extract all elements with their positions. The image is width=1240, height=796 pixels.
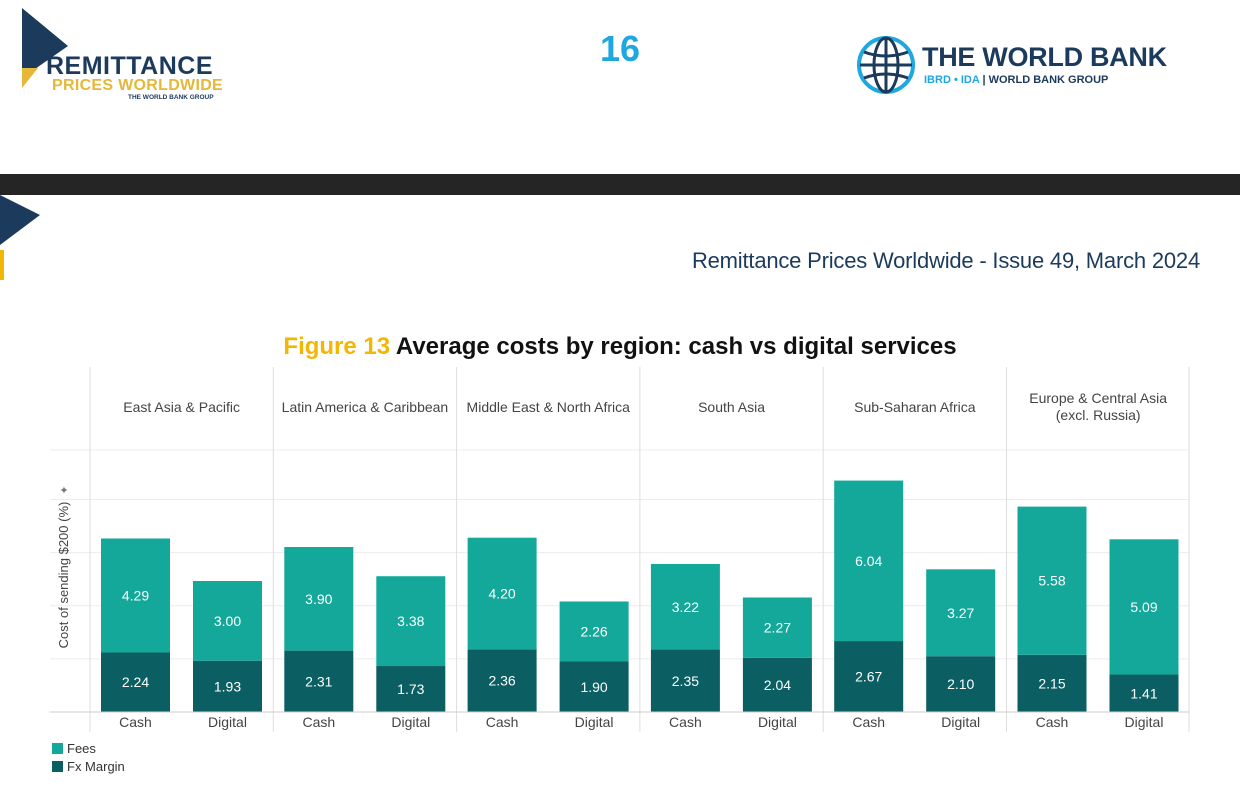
bar-fx-margin-1-1	[376, 666, 446, 712]
label-fees-2-0: 4.20	[488, 585, 515, 601]
label-fx-margin-0-1: 1.93	[214, 678, 241, 694]
panel-label-1-0: Latin America & Caribbean	[282, 399, 449, 415]
bar-fees-0-0	[101, 538, 170, 653]
bar-fees-1-1	[376, 576, 446, 667]
bar-fx-margin-1-0	[284, 650, 354, 712]
label-fees-4-1: 3.27	[947, 605, 974, 621]
label-fx-margin-4-0: 2.67	[855, 669, 882, 685]
category-label-4-0: Cash	[852, 714, 885, 730]
bar-fees-4-0	[834, 480, 904, 642]
label-fees-3-0: 3.22	[672, 599, 699, 615]
header-divider-band	[0, 174, 1240, 195]
bar-fx-margin-3-0	[650, 649, 720, 712]
bar-fx-margin-2-0	[467, 649, 537, 712]
panel-label-3-0: South Asia	[698, 399, 765, 415]
bar-fees-3-0	[650, 564, 720, 650]
label-fx-margin-5-0: 2.15	[1038, 675, 1065, 691]
category-label-5-1: Digital	[1125, 714, 1164, 730]
category-label-1-1: Digital	[391, 714, 430, 730]
globe-icon	[857, 36, 915, 94]
label-fx-margin-1-1: 1.73	[397, 681, 424, 697]
ibrd-ida-text: IBRD • IDA	[924, 74, 980, 86]
legend-label-fees: Fees	[67, 740, 96, 756]
label-fees-3-1: 2.27	[764, 620, 791, 636]
label-fx-margin-1-0: 2.31	[305, 673, 332, 689]
cost-by-region-chart: East Asia & Pacific 2.24 4.29 Cash 1.93 3.00 D…	[50, 367, 1190, 732]
legend-swatch-fees	[52, 742, 63, 754]
figure-title: Figure 13 Average costs by region: cash …	[0, 333, 1240, 361]
issue-line: Remittance Prices Worldwide - Issue 49, …	[691, 248, 1200, 273]
page-number: 16	[599, 28, 641, 69]
bar-fees-2-0	[467, 537, 537, 650]
world-bank-subtitle: IBRD • IDA | WORLD BANK GROUP	[924, 74, 1108, 86]
category-label-4-1: Digital	[941, 714, 980, 730]
world-bank-title: THE WORLD BANK	[922, 42, 1167, 72]
logo-line-remittance: REMITTANCE	[46, 52, 214, 80]
label-fx-margin-4-1: 2.10	[947, 676, 974, 692]
bar-fx-margin-0-0	[101, 652, 170, 712]
legend-swatch-fx-margin	[52, 760, 63, 772]
pin-icon: ✦	[58, 485, 71, 494]
bar-fees-3-1	[742, 597, 812, 658]
figure-number: Figure 13	[283, 333, 391, 360]
bar-fees-2-1	[559, 601, 629, 662]
category-label-0-0: Cash	[119, 714, 152, 730]
label-fx-margin-3-1: 2.04	[764, 677, 791, 693]
bar-fx-margin-5-1	[1109, 674, 1179, 712]
label-fees-5-1: 5.09	[1130, 599, 1157, 615]
label-fees-0-1: 3.00	[214, 613, 241, 629]
category-label-1-0: Cash	[302, 714, 335, 730]
category-label-5-0: Cash	[1036, 714, 1069, 730]
bar-fees-1-0	[284, 547, 354, 651]
bar-fees-4-1	[926, 569, 996, 657]
figure-caption: Average costs by region: cash vs digital…	[395, 333, 957, 360]
legend-label-fx-margin: Fx Margin	[67, 758, 125, 774]
panel-label-5-1: (excl. Russia)	[1056, 407, 1141, 423]
label-fx-margin-2-1: 1.90	[580, 679, 607, 695]
legend-item-fees: Fees	[52, 739, 125, 757]
label-fees-0-0: 4.29	[122, 587, 149, 603]
category-label-2-1: Digital	[575, 714, 614, 730]
chart-legend: Fees Fx Margin	[52, 739, 125, 775]
label-fx-margin-0-0: 2.24	[122, 674, 149, 690]
label-fx-margin-2-0: 2.36	[488, 673, 515, 689]
label-fx-margin-3-0: 2.35	[672, 673, 699, 689]
panel-label-0-0: East Asia & Pacific	[123, 399, 240, 415]
bar-fx-margin-4-0	[834, 641, 904, 712]
label-fx-margin-5-1: 1.41	[1130, 685, 1157, 701]
y-axis-label: Cost of sending $200 (%)	[56, 502, 71, 649]
label-fees-4-0: 6.04	[855, 553, 882, 569]
label-fees-1-1: 3.38	[397, 613, 424, 629]
subtitle-separator: |	[979, 74, 989, 86]
bar-fx-margin-5-0	[1017, 654, 1087, 712]
world-bank-logo: THE WORLD BANK IBRD • IDA | WORLD BANK G…	[856, 34, 1176, 98]
category-label-0-1: Digital	[208, 714, 247, 730]
category-label-3-1: Digital	[758, 714, 797, 730]
logo-chevron-icon	[22, 8, 68, 88]
bar-fx-margin-3-1	[742, 657, 812, 712]
bar-fx-margin-2-1	[559, 661, 629, 712]
bar-fees-5-0	[1017, 506, 1087, 655]
category-label-2-0: Cash	[486, 714, 519, 730]
logo-line-world-bank-group: THE WORLD BANK GROUP	[128, 94, 214, 101]
category-label-3-0: Cash	[669, 714, 702, 730]
world-bank-group-text: WORLD BANK GROUP	[988, 74, 1109, 86]
label-fees-5-0: 5.58	[1038, 573, 1065, 589]
panel-label-2-0: Middle East & North Africa	[467, 399, 631, 415]
bar-fx-margin-4-1	[926, 656, 996, 712]
corner-chevron-icon	[0, 195, 40, 280]
legend-item-fx-margin: Fx Margin	[52, 757, 125, 775]
label-fees-2-1: 2.26	[580, 623, 607, 639]
bar-fees-0-1	[193, 581, 262, 661]
bar-fx-margin-0-1	[193, 660, 262, 712]
logo-line-prices-worldwide: PRICES WORLDWIDE	[52, 77, 224, 94]
panel-label-4-0: Sub-Saharan Africa	[854, 399, 976, 415]
remittance-prices-logo: REMITTANCE PRICES WORLDWIDE THE WORLD BA…	[20, 8, 240, 108]
label-fees-1-0: 3.90	[305, 591, 332, 607]
panel-label-5-0: Europe & Central Asia	[1029, 390, 1167, 406]
bar-fees-5-1	[1109, 539, 1179, 675]
